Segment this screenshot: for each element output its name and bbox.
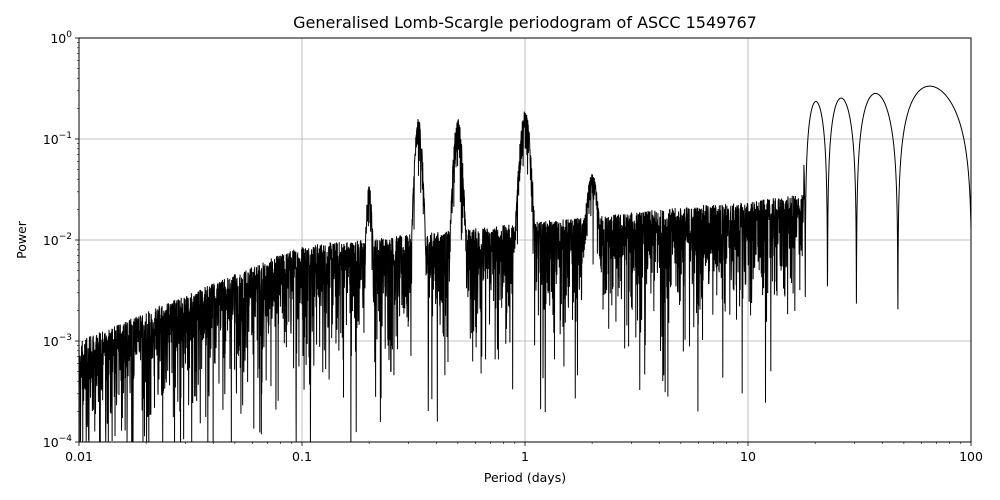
chart-title: Generalised Lomb-Scargle periodogram of …	[293, 13, 757, 32]
y-axis-label: Power	[14, 220, 29, 259]
x-tick-label: 1	[521, 449, 529, 464]
y-tick-label: 10−2	[43, 232, 72, 248]
power-series	[78, 85, 972, 443]
y-axis-ticks: 10−4 10−3 10−2 10−1 100	[43, 30, 79, 450]
x-tick-label: 100	[959, 449, 983, 464]
y-tick-label: 100	[50, 30, 72, 46]
x-tick-label: 0.01	[65, 449, 93, 464]
y-tick-label: 10−3	[43, 333, 72, 349]
x-tick-label: 10	[740, 449, 756, 464]
x-axis-label: Period (days)	[484, 470, 566, 485]
x-tick-label: 0.1	[292, 449, 312, 464]
y-tick-label: 10−1	[43, 131, 72, 147]
series-line	[78, 85, 972, 443]
x-axis-ticks: 0.01 0.1 1 10 100	[65, 442, 983, 464]
y-tick-label: 10−4	[43, 434, 72, 450]
